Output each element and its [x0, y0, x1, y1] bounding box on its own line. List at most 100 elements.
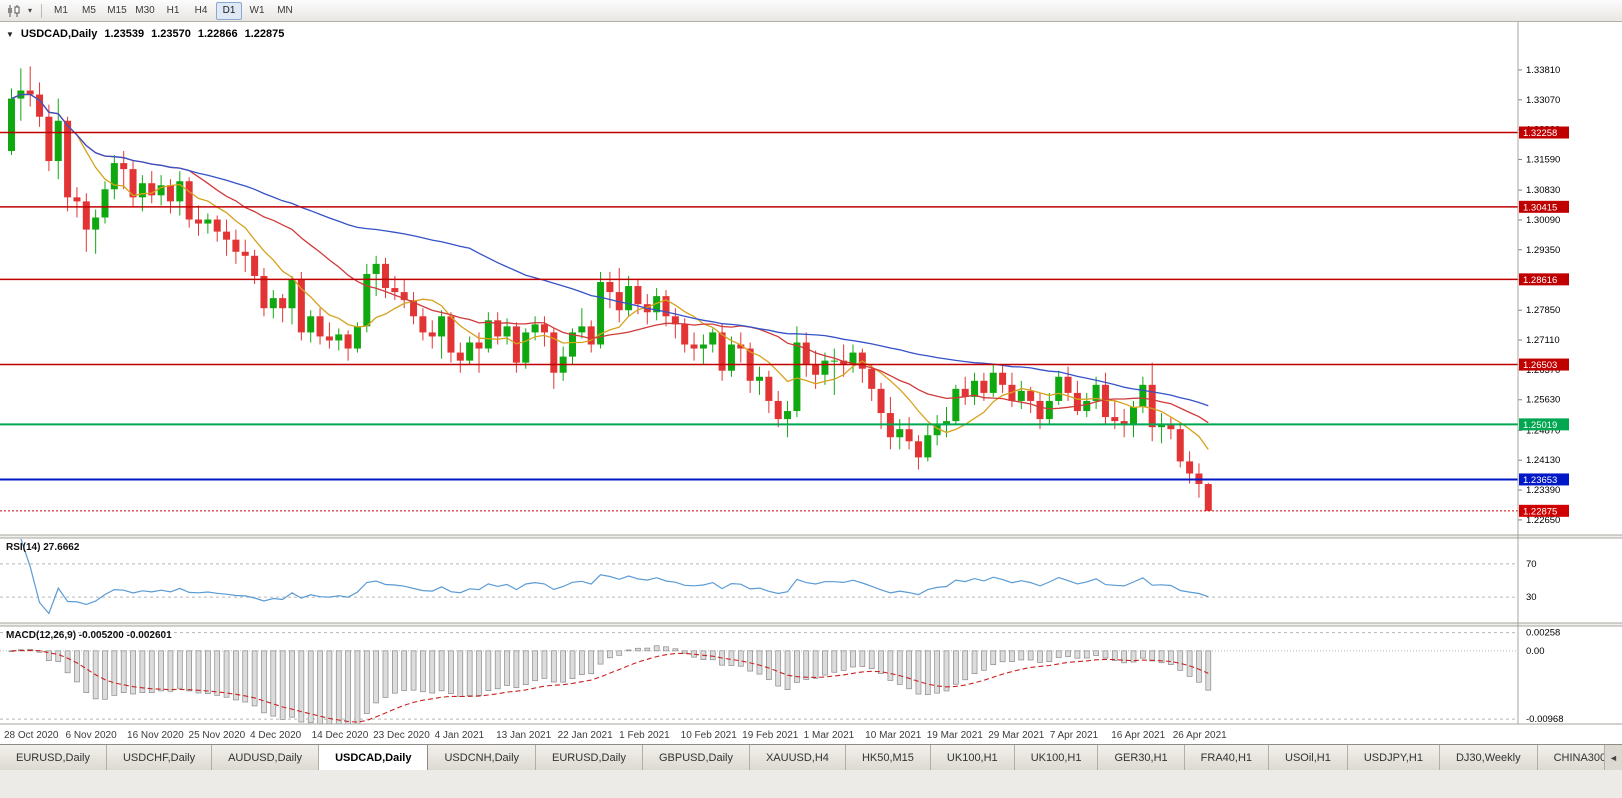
candlestick-glyph — [8, 4, 20, 17]
candle — [344, 330, 352, 361]
rsi-line — [20, 538, 1209, 615]
candle — [204, 213, 212, 234]
timeframe-button-m30[interactable]: M30 — [132, 2, 158, 20]
bottom-strip — [0, 770, 1622, 798]
candle — [26, 66, 34, 107]
candle — [466, 336, 474, 365]
candle — [45, 104, 53, 172]
candle — [1204, 482, 1212, 512]
candle — [924, 425, 932, 462]
chart-tab-bar: EURUSD,Daily USDCHF,Daily AUDUSD,Daily USDC… — [0, 744, 1622, 770]
candle — [784, 400, 792, 438]
macd-histogram — [8, 645, 1212, 725]
candle — [148, 171, 156, 204]
timeframe-button-mn[interactable]: MN — [272, 2, 298, 20]
price-badge: 1.30415 — [1519, 200, 1569, 213]
timeframe-button-h4[interactable]: H4 — [188, 2, 214, 20]
chart-tab-usdchf-daily[interactable]: USDCHF,Daily — [106, 745, 213, 770]
candle — [540, 316, 548, 347]
candle — [8, 88, 15, 156]
candle — [709, 328, 717, 353]
candle — [868, 364, 876, 401]
chart-tab-fra40-h1[interactable]: FRA40,H1 — [1184, 745, 1270, 770]
candle — [980, 372, 988, 401]
svg-text:1.27110: 1.27110 — [1526, 335, 1560, 346]
svg-text:29 Mar 2021: 29 Mar 2021 — [988, 730, 1045, 741]
chart-tab-usdjpy-h1[interactable]: USDJPY,H1 — [1347, 745, 1440, 770]
tab-scroll-left-button[interactable]: ◄ — [1604, 745, 1622, 770]
candle — [1036, 392, 1044, 430]
svg-text:13 Jan 2021: 13 Jan 2021 — [496, 730, 551, 741]
candle — [999, 364, 1007, 393]
candle — [1167, 417, 1175, 440]
timeframe-button-m1[interactable]: M1 — [48, 2, 74, 20]
svg-text:1.33070: 1.33070 — [1526, 95, 1560, 106]
candle — [662, 290, 670, 327]
candle — [475, 332, 483, 373]
indicator-separator[interactable] — [0, 623, 1622, 626]
candle — [905, 417, 913, 450]
chart-tab-dj30-weekly[interactable]: DJ30,Weekly — [1439, 745, 1538, 770]
chart-tab-usdcad-daily[interactable]: USDCAD,Daily — [319, 745, 429, 770]
candle — [419, 308, 427, 341]
indicator-separator[interactable] — [0, 535, 1622, 538]
timeframe-button-h1[interactable]: H1 — [160, 2, 186, 20]
svg-text:30: 30 — [1526, 592, 1537, 603]
candle — [185, 177, 193, 228]
chart-tab-eurusd-daily[interactable]: EURUSD,Daily — [0, 745, 107, 770]
chart-tab-audusd-daily[interactable]: AUDUSD,Daily — [212, 745, 320, 770]
svg-text:1.30090: 1.30090 — [1526, 215, 1560, 226]
svg-text:25 Nov 2020: 25 Nov 2020 — [189, 730, 246, 741]
chart-tab-usdcnh-daily[interactable]: USDCNH,Daily — [428, 745, 537, 770]
chart-tab-hk50-m15[interactable]: HK50,M15 — [845, 745, 931, 770]
candle — [316, 308, 324, 345]
svg-text:6 Nov 2020: 6 Nov 2020 — [66, 730, 118, 741]
svg-text:14 Dec 2020: 14 Dec 2020 — [312, 730, 369, 741]
candle — [625, 275, 633, 317]
candle — [849, 344, 857, 373]
candle — [410, 292, 418, 325]
candle — [877, 382, 885, 430]
svg-text:1.29350: 1.29350 — [1526, 245, 1560, 256]
chart-tab-ger30-h1[interactable]: GER30,H1 — [1098, 745, 1185, 770]
candle — [765, 370, 773, 414]
price-chart-canvas[interactable]: 1.338101.330701.323301.315901.308301.300… — [0, 22, 1622, 744]
svg-text:26 Apr 2021: 26 Apr 2021 — [1173, 730, 1227, 741]
candle — [279, 294, 287, 323]
candle — [1017, 380, 1025, 410]
candle — [1158, 413, 1166, 444]
chart-type-icon[interactable] — [4, 2, 24, 20]
candle — [101, 181, 109, 224]
candle — [952, 384, 960, 426]
timeframe-button-m15[interactable]: M15 — [104, 2, 130, 20]
macd-signal-line — [11, 649, 1209, 723]
price-badge: 1.25019 — [1519, 418, 1569, 431]
svg-text:1.31590: 1.31590 — [1526, 154, 1560, 165]
candle — [195, 205, 202, 236]
chart-tab-xauusd-h4[interactable]: XAUUSD,H4 — [749, 745, 846, 770]
moving-average-medium — [11, 93, 1209, 424]
chart-type-dropdown-icon[interactable]: ▾ — [27, 6, 32, 15]
price-badge: 1.22875 — [1519, 504, 1569, 517]
chart-tab-uk100-h1[interactable]: UK100,H1 — [1014, 745, 1099, 770]
svg-text:1.32258: 1.32258 — [1523, 128, 1557, 139]
svg-text:1.30830: 1.30830 — [1526, 185, 1560, 196]
chart-tab-eurusd-daily[interactable]: EURUSD,Daily — [536, 745, 643, 770]
candle — [1055, 370, 1063, 405]
candle — [1148, 362, 1156, 442]
price-badge: 1.26503 — [1519, 358, 1569, 371]
svg-text:0.00: 0.00 — [1526, 646, 1545, 657]
candle — [484, 312, 492, 353]
candle — [260, 267, 268, 317]
chart-tab-usoil-h1[interactable]: USOil,H1 — [1269, 745, 1348, 770]
candle — [1027, 386, 1035, 414]
chart-tab-gbpusd-daily[interactable]: GBPUSD,Daily — [643, 745, 750, 770]
svg-text:1.33810: 1.33810 — [1526, 65, 1560, 76]
timeframe-button-m5[interactable]: M5 — [76, 2, 102, 20]
chart-tab-uk100-h1[interactable]: UK100,H1 — [930, 745, 1015, 770]
candle — [110, 155, 118, 200]
timeframe-button-w1[interactable]: W1 — [244, 2, 270, 20]
timeframe-button-d1[interactable]: D1 — [216, 1, 242, 20]
candle — [606, 271, 614, 309]
candle — [522, 328, 530, 369]
